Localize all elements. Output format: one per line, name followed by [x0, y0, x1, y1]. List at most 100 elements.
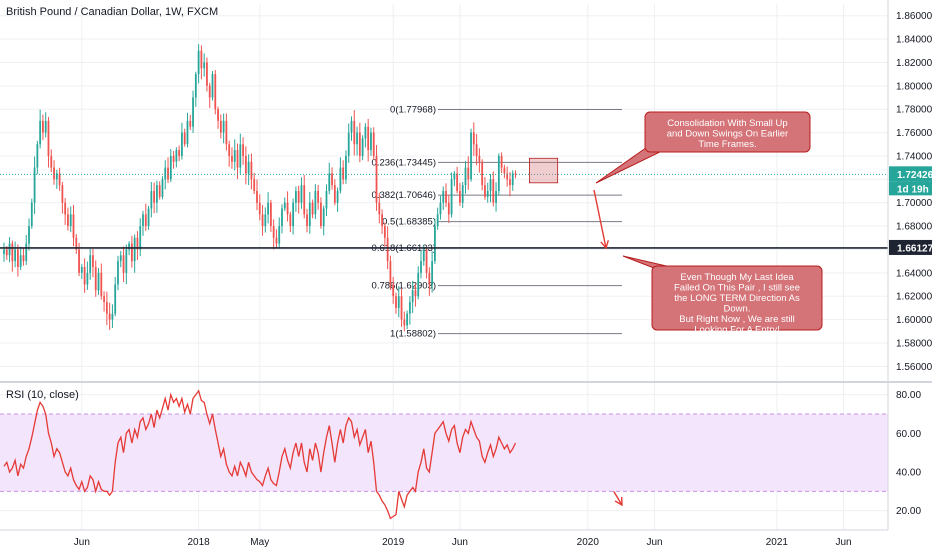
price-tick-label: 1.60000	[896, 315, 932, 326]
candle-body	[392, 284, 395, 297]
price-tick-label: 1.84000	[896, 35, 932, 46]
price-tick-label: 1.78000	[896, 105, 932, 116]
time-tick-label: Jun	[74, 537, 90, 548]
time-tick-label: 2019	[382, 537, 405, 548]
candle-body	[356, 132, 358, 145]
candle-body	[197, 50, 200, 75]
candle-body	[19, 255, 22, 267]
candle-body	[311, 202, 314, 215]
candle-body	[167, 167, 169, 180]
price-tick-label: 1.86000	[896, 11, 932, 22]
candle-body	[33, 167, 36, 203]
candle-body	[486, 191, 489, 197]
candle-body	[461, 185, 464, 203]
countdown-badge	[889, 181, 932, 196]
consolidation-box	[529, 157, 559, 184]
candle-body	[420, 261, 422, 273]
candle-body	[50, 155, 53, 168]
candle-body	[17, 249, 19, 267]
rsi-pane	[0, 381, 932, 520]
candle-body	[139, 226, 142, 250]
candle-body	[142, 214, 144, 227]
rsi-line	[3, 389, 517, 520]
candle-body	[75, 237, 78, 250]
price-tick-label: 1.62000	[896, 292, 932, 303]
candle-body	[39, 120, 42, 145]
candle-body	[295, 191, 297, 203]
candle-body	[211, 74, 214, 98]
candle-body	[233, 150, 236, 162]
candle-body	[72, 214, 75, 238]
candle-body	[367, 126, 370, 151]
candle-body	[150, 191, 153, 209]
candle-body	[136, 237, 139, 250]
candle-body	[347, 132, 350, 156]
candle-body	[147, 208, 150, 227]
candle-body	[25, 243, 28, 262]
candle-body	[86, 272, 89, 285]
candle-body	[111, 313, 114, 320]
fib-level-label: 0(1.77968)	[390, 105, 436, 116]
candle-body	[44, 120, 47, 133]
candle-body	[89, 255, 92, 273]
candle-body	[156, 185, 158, 203]
candle-body	[133, 237, 136, 262]
annotation-text: and Down Swings On Earlier	[667, 129, 788, 140]
fib-level-label: 1(1.58802)	[390, 329, 436, 340]
candle-body	[100, 272, 103, 297]
countdown-label: 1d 19h	[897, 184, 929, 195]
candle-body	[514, 173, 517, 175]
candle-body	[306, 214, 308, 227]
candle-body	[55, 173, 58, 180]
candle-body	[144, 214, 147, 227]
price-tick-label: 1.58000	[896, 338, 932, 349]
candle-body	[381, 214, 383, 227]
rsi-tick-label: 60.00	[896, 429, 921, 440]
candle-body	[83, 266, 86, 285]
candle-body	[53, 167, 55, 180]
candle-body	[250, 161, 253, 180]
candle-body	[236, 150, 239, 168]
candle-body	[378, 202, 381, 215]
candle-body	[400, 296, 403, 320]
candle-body	[395, 296, 397, 308]
candle-body	[80, 266, 83, 273]
candle-body	[403, 319, 406, 326]
candle-body	[467, 167, 470, 180]
candle-body	[169, 155, 172, 180]
annotation-text: Time Frames.	[698, 139, 756, 150]
candle-body	[14, 249, 17, 262]
candle-body	[164, 167, 167, 180]
candle-body	[42, 120, 44, 133]
candle-body	[253, 179, 256, 191]
candle-body	[511, 173, 514, 186]
candle-body	[408, 302, 411, 314]
time-tick-label: May	[250, 537, 269, 548]
fib-level-label: 0.236(1.73445)	[372, 157, 436, 168]
candle-body	[303, 185, 306, 215]
time-tick-label: Jun	[646, 537, 662, 548]
candle-body	[214, 74, 217, 110]
candle-body	[417, 272, 420, 297]
candle-body	[64, 202, 67, 215]
key-level-badge	[889, 239, 932, 255]
candle-body	[117, 261, 119, 285]
candle-body	[58, 173, 61, 186]
candle-body	[222, 120, 225, 133]
fib-level-label: 0.382(1.70646)	[372, 190, 436, 201]
candle-body	[431, 261, 434, 285]
candle-body	[256, 191, 258, 203]
candle-body	[506, 173, 509, 180]
candle-body	[447, 202, 450, 215]
candle-body	[267, 202, 269, 215]
candle-body	[339, 167, 342, 191]
price-projection-arrow	[593, 189, 607, 249]
candle-body	[172, 155, 175, 162]
candle-body	[503, 167, 506, 174]
candle-body	[375, 155, 378, 203]
candle-body	[372, 132, 375, 156]
candle-body	[428, 272, 431, 285]
candle-body	[264, 214, 267, 227]
